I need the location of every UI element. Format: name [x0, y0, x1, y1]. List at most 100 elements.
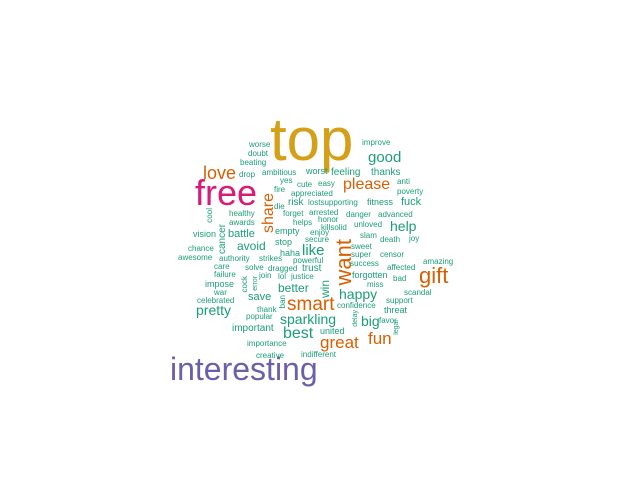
word-unloved: unloved [354, 220, 383, 229]
word-awards: awards [229, 218, 255, 227]
word-forget: forget [283, 209, 304, 218]
word-delay: delay [352, 310, 359, 327]
word-risk: risk [288, 197, 304, 208]
word-haha: haha [280, 248, 301, 258]
word-failure: failure [214, 270, 236, 279]
word-danger: danger [346, 210, 371, 219]
word-lol: lol [278, 272, 287, 281]
word-killsolid: killsolid [321, 223, 347, 232]
word-trust: trust [302, 263, 322, 274]
word-sweet: sweet [351, 242, 372, 251]
word-yes: yes [280, 176, 293, 185]
word-death: death [380, 235, 401, 244]
word-scandal: scandal [404, 288, 432, 297]
word-creative: creative [256, 351, 285, 360]
word-amazing: amazing [423, 257, 454, 266]
word-stop: stop [275, 237, 293, 247]
word-helps: helps [293, 218, 313, 227]
word-free: free [195, 172, 258, 213]
word-indifferent: indifferent [301, 350, 336, 359]
word-ban: ban [278, 295, 287, 309]
word-pretty: pretty [196, 302, 232, 318]
word-drop: drop [239, 170, 256, 179]
word-strikes: strikes [259, 254, 283, 263]
word-ambitious: ambitious [262, 168, 297, 177]
word-fuck: fuck [401, 196, 422, 208]
word-cancer: cancer [217, 224, 228, 255]
word-poverty: poverty [397, 187, 424, 196]
word-gift: gift [419, 263, 449, 288]
word-importance: importance [247, 339, 287, 348]
word-threat: threat [384, 305, 408, 315]
word-fire: fire [274, 185, 286, 194]
word-improve: improve [362, 138, 391, 147]
word-awesome: awesome [178, 253, 213, 262]
word-powerful: powerful [293, 256, 324, 265]
word-honor: honor [318, 215, 339, 224]
word-dragged: dragged [268, 264, 298, 273]
word-avoid: avoid [237, 239, 266, 253]
word-help: help [390, 218, 417, 234]
word-impose: impose [205, 279, 235, 289]
word-smart: smart [287, 294, 335, 315]
word-war: war [214, 288, 227, 297]
word-join: join [259, 271, 272, 280]
word-best: best [283, 325, 314, 342]
word-great: great [320, 333, 359, 352]
word-important: important [232, 323, 274, 334]
word-battle: battle [228, 228, 255, 240]
word-thanks: thanks [371, 167, 401, 178]
word-forgotten: forgotten [352, 270, 388, 280]
word-censor: censor [380, 250, 405, 259]
word-support: support [386, 296, 413, 305]
word-super: super [351, 250, 372, 259]
word-easy: easy [318, 179, 335, 188]
word-cock: cock [240, 276, 249, 293]
word-united: united [320, 326, 345, 336]
word-fun: fun [368, 329, 392, 348]
word-secure: secure [305, 235, 330, 244]
word-miss: miss [367, 280, 384, 289]
word-worst: worst [306, 166, 328, 176]
word-popular: popular [246, 312, 273, 321]
word-interesting: interesting [170, 351, 318, 387]
word-big: big [361, 313, 380, 329]
word-chance: chance [188, 244, 214, 253]
word-love: love [203, 163, 237, 183]
word-top: top [270, 106, 354, 173]
word-favor: favor [379, 316, 397, 325]
word-please: please [343, 176, 391, 193]
word-error: error [252, 276, 259, 291]
word-authority: authority [219, 254, 250, 263]
word-like: like [302, 242, 325, 259]
word-celebrated: celebrated [197, 296, 235, 305]
word-worse: worse [249, 140, 271, 149]
word-success: success [350, 259, 379, 268]
word-save: save [248, 291, 272, 303]
word-good: good [368, 149, 402, 166]
word-justice: justice [291, 272, 314, 281]
word-advanced: advanced [378, 210, 413, 219]
word-empty: empty [275, 226, 300, 236]
word-doubt: doubt [248, 149, 269, 158]
word-thank: thank [257, 305, 277, 314]
word-healthy: healthy [229, 209, 255, 218]
word-solve: solve [245, 263, 264, 272]
word-anti: anti [397, 177, 410, 186]
word-affected: affected [387, 263, 416, 272]
word-bad: bad [393, 274, 407, 283]
word-arrested: arrested [309, 208, 339, 217]
word-appreciated: appreciated [291, 189, 333, 198]
word-cute: cute [297, 180, 313, 189]
word-lostsupporting: lostsupporting [308, 198, 358, 207]
word-win: win [318, 280, 332, 299]
word-feeling: feeling [331, 167, 361, 178]
word-better: better [278, 281, 309, 295]
word-slam: slam [360, 231, 377, 240]
word-cool: cool [205, 208, 214, 223]
word-joy: joy [409, 234, 420, 243]
word-fitness: fitness [367, 197, 394, 207]
word-vision: vision [193, 229, 217, 239]
word-enjoy: enjoy [310, 228, 330, 237]
